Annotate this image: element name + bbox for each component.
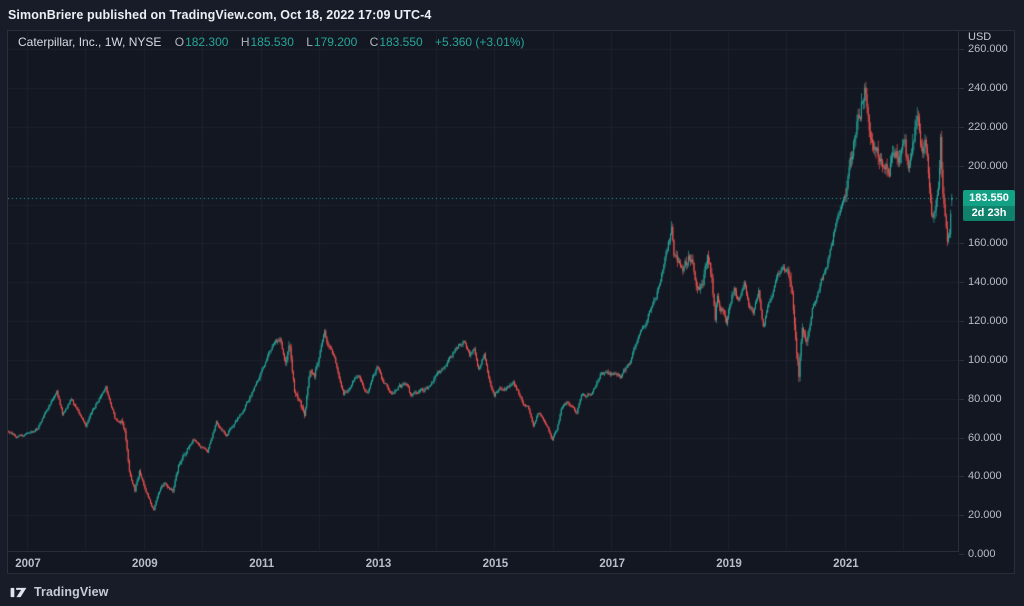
time-axis[interactable]: 2007 2009 2011 2013 2015 2017 2019 2021	[8, 552, 959, 575]
price-tick-mark	[959, 398, 964, 400]
footer: TradingView	[10, 583, 109, 601]
publish-text: SimonBriere published on TradingView.com…	[8, 8, 432, 22]
price-tick-mark	[959, 282, 964, 284]
year-tick-label: 2015	[482, 558, 509, 570]
year-tick-label: 2021	[833, 558, 859, 570]
price-tick-mark	[959, 243, 964, 245]
price-tick-label: 60.000	[968, 431, 1002, 444]
last-price-badge: 183.550 2d 23h	[963, 189, 1015, 221]
open-value: 182.300	[185, 35, 229, 49]
last-price-value: 183.550	[963, 189, 1015, 206]
price-tick-mark	[959, 476, 964, 478]
year-tick-label: 2013	[365, 558, 392, 570]
tradingview-brand-text[interactable]: TradingView	[34, 585, 109, 599]
ohlc-high: H185.530	[241, 35, 294, 49]
close-value: 183.550	[379, 35, 423, 49]
price-tick-label: 140.000	[968, 276, 1008, 289]
chart-frame: Caterpillar, Inc., 1W, NYSE O182.300 H18…	[7, 30, 1015, 574]
symbol-title: Caterpillar, Inc., 1W, NYSE	[18, 35, 162, 49]
high-value: 185.530	[250, 35, 294, 49]
price-tick-mark	[959, 515, 964, 517]
price-tick-label: 200.000	[968, 159, 1008, 172]
price-tick-label: 220.000	[968, 120, 1008, 133]
year-tick-label: 2007	[15, 558, 41, 570]
price-tick-mark	[959, 49, 964, 51]
year-tick-label: 2019	[716, 558, 742, 570]
ohlc-open: O182.300	[175, 35, 229, 49]
year-tick-label: 2017	[599, 558, 625, 570]
high-label: H	[240, 35, 250, 49]
year-tick-label: 2009	[132, 558, 158, 570]
price-tick-mark	[959, 359, 964, 361]
price-tick-label: 260.000	[968, 43, 1008, 56]
change-value: +5.360 (+3.01%)	[435, 35, 525, 49]
bar-countdown: 2d 23h	[963, 205, 1015, 221]
price-tick-label: 120.000	[968, 315, 1008, 328]
price-tick-label: 0.000	[968, 548, 996, 561]
low-value: 179.200	[313, 35, 358, 49]
price-tick-label: 20.000	[968, 509, 1002, 522]
year-tick-label: 2011	[249, 558, 275, 570]
price-axis[interactable]: USD 260.000 240.000 220.000 200.000 160.000 1…	[959, 31, 1015, 573]
ohlc-low: L179.200	[306, 35, 357, 49]
ohlc-close: C183.550	[370, 35, 423, 49]
price-tick-label: 80.000	[968, 392, 1002, 405]
open-label: O	[174, 35, 185, 49]
price-tick-mark	[959, 321, 964, 323]
candlestick-chart[interactable]	[8, 31, 958, 550]
price-tick-label: 100.000	[968, 353, 1008, 366]
price-tick-label: 240.000	[968, 82, 1008, 95]
price-tick-mark	[959, 554, 964, 556]
chart-pane: Caterpillar, Inc., 1W, NYSE O182.300 H18…	[8, 31, 959, 552]
publish-attribution: SimonBriere published on TradingView.com…	[8, 0, 431, 30]
low-label: L	[306, 35, 313, 49]
price-tick-mark	[959, 165, 964, 167]
price-tick-mark	[959, 88, 964, 90]
price-tick-label: 40.000	[968, 470, 1002, 483]
price-tick-mark	[959, 437, 964, 439]
symbol-legend: Caterpillar, Inc., 1W, NYSE O182.300 H18…	[18, 33, 524, 51]
tradingview-logo-icon[interactable]	[10, 586, 27, 599]
close-label: C	[369, 35, 379, 49]
currency-label: USD	[968, 31, 992, 43]
price-tick-mark	[959, 126, 964, 128]
price-tick-label: 160.000	[968, 237, 1008, 250]
